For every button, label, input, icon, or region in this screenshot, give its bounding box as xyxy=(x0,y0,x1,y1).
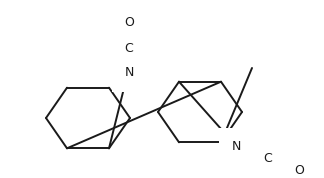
Text: C: C xyxy=(125,41,133,54)
Text: O: O xyxy=(124,17,134,30)
Text: C: C xyxy=(264,153,272,166)
Text: O: O xyxy=(294,164,304,177)
Text: N: N xyxy=(124,67,134,80)
Text: N: N xyxy=(231,140,241,153)
